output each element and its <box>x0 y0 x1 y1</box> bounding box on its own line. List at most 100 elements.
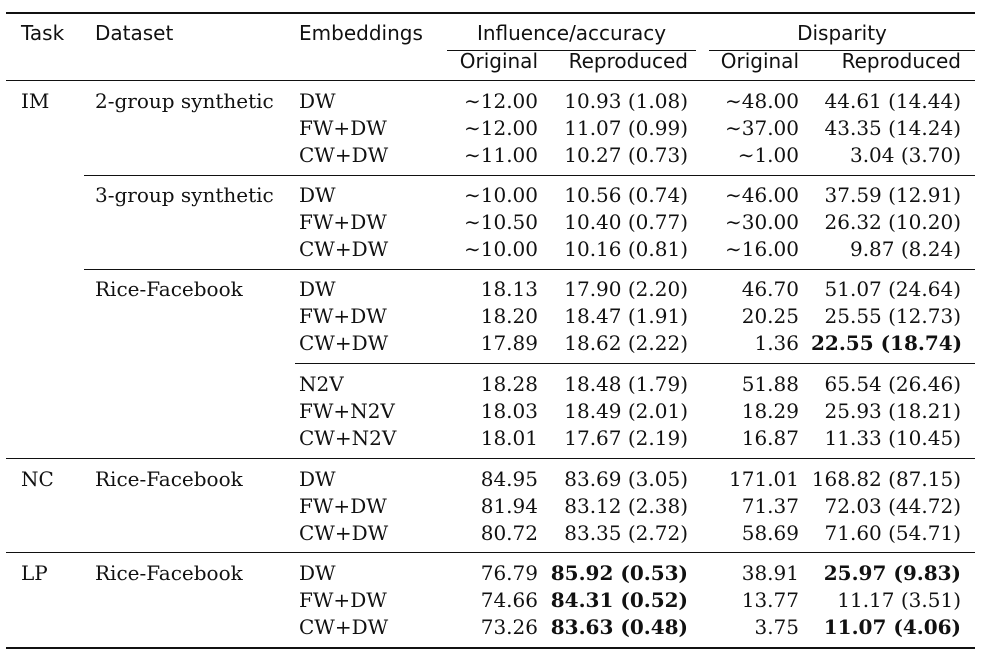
cell-task: LP <box>21 561 48 585</box>
cell-influence-reproduced: 10.27 (0.73) <box>564 143 688 167</box>
cell-influence-original: 17.89 <box>480 331 538 355</box>
cell-disparity-original: 16.87 <box>741 426 799 450</box>
cell-influence-reproduced: 10.40 (0.77) <box>564 210 688 234</box>
cell-embeddings: FW+N2V <box>299 399 395 423</box>
influence-underline <box>447 50 696 51</box>
cell-influence-reproduced: 18.62 (2.22) <box>564 331 688 355</box>
cell-influence-original: 18.01 <box>480 426 538 450</box>
cell-embeddings: FW+DW <box>299 116 387 140</box>
cell-disparity-reproduced: 11.07 (4.06) <box>823 615 961 639</box>
cell-disparity-original: 1.36 <box>754 331 799 355</box>
cell-disparity-original: ∼46.00 <box>724 183 799 207</box>
cell-disparity-original: 18.29 <box>741 399 799 423</box>
cell-influence-original: ∼10.00 <box>463 237 538 261</box>
cell-embeddings: FW+DW <box>299 588 387 612</box>
cell-influence-reproduced: 18.49 (2.01) <box>564 399 688 423</box>
cell-disparity-reproduced: 44.61 (14.44) <box>824 89 961 113</box>
cell-influence-reproduced: 85.92 (0.53) <box>550 561 688 585</box>
bottom-rule <box>6 647 975 649</box>
header-disparity-original: Original <box>720 49 799 73</box>
cell-influence-original: 18.20 <box>480 304 538 328</box>
im-rice-n2v-rule <box>295 363 975 364</box>
cell-embeddings: CW+DW <box>299 521 389 545</box>
cell-disparity-reproduced: 25.93 (18.21) <box>824 399 961 423</box>
cell-influence-original: 81.94 <box>480 494 538 518</box>
header-influence-original: Original <box>459 49 538 73</box>
header-influence-accuracy: Influence/accuracy <box>476 21 667 45</box>
cell-influence-original: ∼10.50 <box>463 210 538 234</box>
cell-embeddings: DW <box>299 561 336 585</box>
top-rule <box>6 12 975 14</box>
cell-disparity-reproduced: 11.17 (3.51) <box>837 588 961 612</box>
cell-disparity-original: 38.91 <box>741 561 799 585</box>
cell-dataset: 3-group synthetic <box>95 183 274 207</box>
cell-disparity-original: ∼30.00 <box>724 210 799 234</box>
cell-disparity-reproduced: 43.35 (14.24) <box>824 116 961 140</box>
cell-disparity-original: 13.77 <box>741 588 799 612</box>
cell-disparity-original: 51.88 <box>741 372 799 396</box>
cell-embeddings: DW <box>299 467 336 491</box>
cell-influence-original: 18.03 <box>480 399 538 423</box>
im-2group-rule <box>84 175 975 176</box>
cell-embeddings: CW+DW <box>299 331 389 355</box>
cell-embeddings: CW+DW <box>299 615 389 639</box>
cell-dataset: Rice-Facebook <box>95 561 243 585</box>
header-task: Task <box>21 21 65 45</box>
cell-influence-reproduced: 10.93 (1.08) <box>564 89 688 113</box>
cell-influence-reproduced: 83.63 (0.48) <box>550 615 688 639</box>
cell-influence-reproduced: 10.56 (0.74) <box>564 183 688 207</box>
im-nc-rule <box>6 458 975 459</box>
cell-influence-original: 73.26 <box>480 615 538 639</box>
cell-disparity-original: ∼1.00 <box>737 143 799 167</box>
cell-disparity-original: 20.25 <box>741 304 799 328</box>
cell-embeddings: DW <box>299 277 336 301</box>
cell-embeddings: FW+DW <box>299 304 387 328</box>
cell-task: NC <box>21 467 54 491</box>
cell-influence-reproduced: 18.47 (1.91) <box>564 304 688 328</box>
cell-influence-reproduced: 11.07 (0.99) <box>564 116 688 140</box>
cell-disparity-reproduced: 51.07 (24.64) <box>824 277 961 301</box>
disparity-underline <box>709 50 975 51</box>
cell-embeddings: CW+DW <box>299 237 389 261</box>
cell-embeddings: FW+DW <box>299 210 387 234</box>
cell-influence-reproduced: 18.48 (1.79) <box>564 372 688 396</box>
cell-influence-original: ∼12.00 <box>463 116 538 140</box>
cell-influence-reproduced: 83.12 (2.38) <box>564 494 688 518</box>
cell-dataset: 2-group synthetic <box>95 89 274 113</box>
cell-disparity-original: 3.75 <box>754 615 799 639</box>
cell-dataset: Rice-Facebook <box>95 467 243 491</box>
header-disparity: Disparity <box>797 21 887 45</box>
cell-influence-original: 76.79 <box>480 561 538 585</box>
cell-disparity-original: ∼37.00 <box>724 116 799 140</box>
cell-disparity-reproduced: 22.55 (18.74) <box>811 331 963 355</box>
header-rule <box>6 80 975 81</box>
cell-influence-reproduced: 84.31 (0.52) <box>550 588 688 612</box>
cell-influence-original: ∼10.00 <box>463 183 538 207</box>
cell-disparity-original: 171.01 <box>729 467 799 491</box>
header-embeddings: Embeddings <box>299 21 423 45</box>
cell-disparity-original: 58.69 <box>741 521 799 545</box>
cell-influence-reproduced: 83.35 (2.72) <box>564 521 688 545</box>
cell-disparity-reproduced: 71.60 (54.71) <box>824 521 961 545</box>
cell-disparity-reproduced: 65.54 (26.46) <box>824 372 961 396</box>
cell-disparity-original: 71.37 <box>741 494 799 518</box>
cell-influence-original: 18.28 <box>480 372 538 396</box>
cell-task: IM <box>21 89 50 113</box>
cell-influence-reproduced: 10.16 (0.81) <box>564 237 688 261</box>
cell-embeddings: N2V <box>299 372 344 396</box>
cell-disparity-reproduced: 9.87 (8.24) <box>849 237 961 261</box>
cell-disparity-reproduced: 25.97 (9.83) <box>823 561 961 585</box>
header-influence-reproduced: Reproduced <box>568 49 688 73</box>
cell-influence-original: 18.13 <box>480 277 538 301</box>
nc-lp-rule <box>6 552 975 553</box>
cell-disparity-reproduced: 37.59 (12.91) <box>824 183 961 207</box>
cell-embeddings: DW <box>299 183 336 207</box>
header-disparity-reproduced: Reproduced <box>841 49 961 73</box>
cell-disparity-original: ∼48.00 <box>724 89 799 113</box>
cell-embeddings: CW+DW <box>299 143 389 167</box>
cell-influence-original: 74.66 <box>480 588 538 612</box>
cell-disparity-original: 46.70 <box>741 277 799 301</box>
cell-influence-reproduced: 83.69 (3.05) <box>564 467 688 491</box>
cell-embeddings: CW+N2V <box>299 426 397 450</box>
cell-disparity-reproduced: 72.03 (44.72) <box>824 494 961 518</box>
